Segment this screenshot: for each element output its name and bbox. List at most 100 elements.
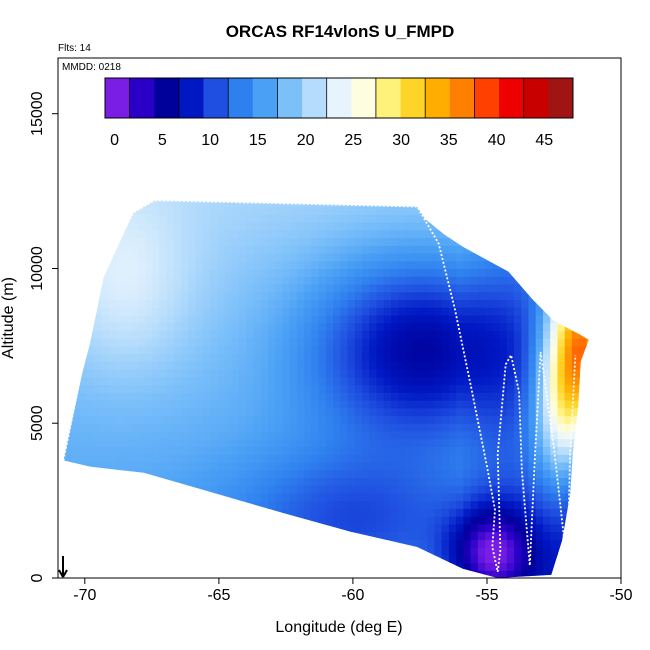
heatmap-cell-r27-c0 [63,361,66,370]
heatmap-cell-r3-c31 [282,547,291,556]
heatmap-cell-r24-c11 [137,384,146,393]
heatmap-cell-r15-c67 [543,454,551,463]
heatmap-cell-r27-c57 [470,361,479,370]
heatmap-cell-r26-c38 [333,369,341,378]
heatmap-cell-r32-c1 [65,322,73,331]
heatmap-cell-r39-c50 [419,268,428,277]
heatmap-cell-r6-c58 [477,523,486,533]
heatmap-cell-r48-c61 [499,200,508,208]
heatmap-cell-r37-c22 [217,284,225,293]
heatmap-cell-r32-c63 [514,322,522,331]
heatmap-cell-r15-c49 [412,454,421,463]
heatmap-cell-r18-c15 [166,431,175,440]
heatmap-cell-r35-c59 [485,299,493,308]
heatmap-cell-r40-c27 [253,260,262,269]
heatmap-cell-r2-c12 [144,554,153,564]
heatmap-cell-r37-c45 [383,284,392,293]
heatmap-cell-r8-c45 [383,508,392,517]
heatmap-cell-r8-c31 [282,508,291,517]
heatmap-cell-r47-c32 [289,206,298,215]
heatmap-cell-r37-c70 [564,284,573,293]
heatmap-cell-r23-c54 [448,392,457,401]
heatmap-cell-r7-c63 [514,516,522,525]
heatmap-cell-r17-c45 [383,438,392,447]
heatmap-cell-r18-c42 [362,431,370,440]
heatmap-cell-r23-c45 [383,392,392,401]
heatmap-cell-r0-c53 [441,570,450,578]
y-tick-label-2: 10000 [29,246,46,291]
heatmap-cell-r3-c38 [333,547,341,556]
heatmap-cell-r22-c45 [383,400,392,409]
heatmap-cell-r29-c49 [412,345,421,355]
heatmap-cell-r44-c52 [434,229,443,239]
heatmap-cell-r49-c6 [101,191,109,199]
x-tick-label-4: -50 [609,587,632,604]
heatmap-cell-r16-c27 [253,446,262,455]
heatmap-cell-r18-c16 [173,431,182,440]
heatmap-cell-r38-c7 [108,276,117,285]
heatmap-cell-r10-c5 [94,492,102,502]
colorbar-swatch-5 [228,78,254,118]
heatmap-cell-r26-c20 [202,369,211,378]
heatmap-cell-r17-c47 [398,438,406,447]
heatmap-cell-r5-c42 [362,531,370,540]
heatmap-cell-r35-c3 [79,299,88,308]
heatmap-cell-r42-c50 [419,245,428,254]
heatmap-cell-r30-c13 [152,338,160,347]
heatmap-cell-r2-c41 [354,554,363,564]
heatmap-cell-r38-c2 [72,276,81,285]
heatmap-cell-r7-c47 [398,516,406,525]
heatmap-cell-r41-c30 [275,253,283,262]
heatmap-cell-r34-c45 [383,307,392,316]
heatmap-cell-r24-c53 [441,384,450,393]
heatmap-cell-r8-c4 [87,508,95,517]
heatmap-cell-r28-c61 [499,353,508,362]
heatmap-cell-r19-c57 [470,423,479,432]
heatmap-cell-r13-c28 [260,469,269,478]
heatmap-cell-r12-c41 [354,477,363,486]
heatmap-cell-r47-c12 [144,206,153,215]
heatmap-cell-r3-c4 [87,547,95,556]
heatmap-cell-r29-c9 [123,345,131,355]
heatmap-cell-r11-c7 [108,485,117,494]
heatmap-cell-r45-c61 [499,222,508,231]
heatmap-cell-r2-c44 [376,554,385,564]
heatmap-cell-r34-c42 [362,307,370,316]
heatmap-cell-r25-c22 [217,376,225,386]
heatmap-cell-r0-c40 [347,570,356,578]
heatmap-cell-r43-c42 [362,237,370,246]
heatmap-cell-r18-c39 [340,431,349,440]
heatmap-cell-r8-c15 [166,508,175,517]
heatmap-cell-r15-c43 [369,454,378,463]
heatmap-cell-r3-c30 [275,547,283,556]
heatmap-cell-r28-c7 [108,353,117,362]
heatmap-cell-r43-c3 [79,237,88,246]
heatmap-cell-r19-c28 [260,423,269,432]
heatmap-cell-r7-c20 [202,516,211,525]
heatmap-cell-r49-c21 [210,191,218,199]
heatmap-cell-r42-c54 [448,245,457,254]
colorbar-swatch-13 [425,78,451,118]
heatmap-cell-r25-c16 [173,376,182,386]
heatmap-cell-r17-c13 [152,438,160,447]
heatmap-cell-r44-c64 [521,229,530,239]
heatmap-cell-r43-c23 [224,237,233,246]
heatmap-cell-r47-c17 [181,206,189,215]
heatmap-cell-r37-c6 [101,284,110,293]
heatmap-cell-r44-c53 [441,229,450,239]
heatmap-cell-r17-c7 [108,438,117,447]
heatmap-cell-r5-c65 [528,531,537,540]
heatmap-cell-r33-c64 [521,314,530,324]
heatmap-cell-r36-c40 [347,291,356,300]
heatmap-cell-r10-c74 [594,493,602,501]
heatmap-cell-r26-c36 [318,369,327,378]
heatmap-cell-r26-c55 [456,369,464,378]
heatmap-cell-r46-c26 [246,214,254,223]
heatmap-cell-r17-c59 [485,438,493,447]
heatmap-cell-r45-c32 [289,222,298,231]
heatmap-cell-r8-c37 [325,508,334,517]
heatmap-cell-r37-c58 [477,284,486,293]
heatmap-cell-r39-c48 [405,268,414,277]
heatmap-cell-r30-c12 [144,338,153,347]
heatmap-cell-r41-c24 [231,253,240,262]
